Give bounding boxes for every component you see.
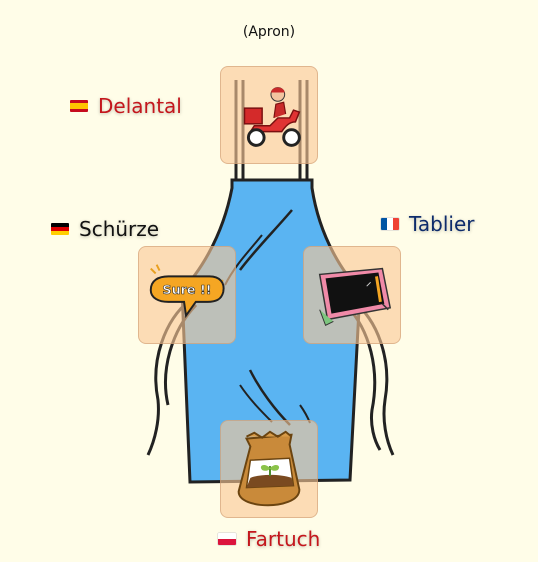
drawing-tablet-icon xyxy=(318,267,392,327)
flag-es-icon xyxy=(70,100,88,112)
sure-bubble-text: Sure !! xyxy=(162,283,211,298)
tile-de: Sure !! xyxy=(138,246,236,344)
tile-pl xyxy=(220,420,318,518)
word-es-label: Delantal xyxy=(98,94,182,118)
word-pl: Fartuch xyxy=(218,527,320,551)
tile-fr xyxy=(303,246,401,344)
tile-es xyxy=(220,66,318,164)
delivery-scooter-icon xyxy=(243,87,301,147)
seed-bag-icon xyxy=(237,430,301,507)
sure-speech-bubble-icon: Sure !! xyxy=(149,264,225,319)
word-de-label: Schürze xyxy=(79,217,160,241)
flag-de-icon xyxy=(51,223,69,235)
word-de: Schürze xyxy=(51,217,159,241)
word-fr-label: Tablier xyxy=(409,212,475,236)
word-es: Delantal xyxy=(70,94,182,118)
word-pl-label: Fartuch xyxy=(246,527,321,551)
word-fr: Tablier xyxy=(381,212,475,236)
flag-pl-icon xyxy=(218,533,236,545)
flag-fr-icon xyxy=(381,218,399,230)
page-title: (Apron) xyxy=(242,24,296,40)
